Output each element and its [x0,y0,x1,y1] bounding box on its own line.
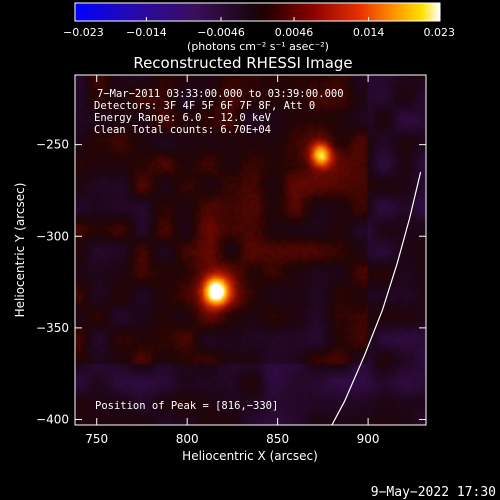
colorbar-tick-label: −0.023 [63,26,104,39]
colorbar-strip [74,2,441,22]
colorbar-tick-label: 0.014 [353,26,385,39]
date-stamp: 9−May−2022 17:30 [371,485,496,500]
y-tick-label: −300 [36,229,69,243]
colorbar-unit-label: (photons cm⁻² s⁻¹ asec⁻²) [187,40,329,53]
y-axis-label: Heliocentric Y (arcsec) [13,183,27,318]
x-tick-label: 900 [357,432,380,446]
annotation-clean-counts: Clean Total counts: 6.70E+04 [94,124,271,136]
image-panel: 750 800 850 900 −250 −300 −350 −400 [36,74,427,446]
peak-position-label: Position of Peak = [816,−330] [95,400,278,412]
axis-ticks: 750 800 850 900 −250 −300 −350 −400 [36,75,426,446]
annotation-energy-range: Energy Range: 6.0 − 12.0 keV [94,112,272,124]
solar-limb-curve [331,171,422,425]
chart-title: Reconstructed RHESSI Image [133,54,352,72]
colorbar-ticks: −0.023 −0.014 −0.0046 0.0046 0.014 0.023 [63,17,455,39]
x-tick-label: 850 [266,432,289,446]
y-tick-label: −250 [36,138,69,152]
colorbar-tick-label: −0.0046 [197,26,245,39]
colorbar-tick-label: −0.014 [126,26,167,39]
annotation-block: 7−Mar−2011 03:33:00.000 to 03:39:00.000 … [94,88,344,412]
y-tick-label: −350 [36,321,69,335]
colorbar-tick-label: 0.023 [424,26,456,39]
annotation-detectors: Detectors: 3F 4F 5F 6F 7F 8F, Att 0 [94,100,315,112]
x-axis-label: Heliocentric X (arcsec) [182,449,318,463]
colorbar-tick-label: 0.0046 [275,26,314,39]
x-tick-label: 750 [85,432,108,446]
heatmap-image [75,75,426,425]
annotation-time-range: 7−Mar−2011 03:33:00.000 to 03:39:00.000 [97,88,344,100]
x-tick-label: 800 [176,432,199,446]
colorbar: −0.023 −0.014 −0.0046 0.0046 0.014 0.023 (pho… [63,2,455,53]
plot-frame [74,74,427,426]
y-tick-label: −400 [36,413,69,427]
